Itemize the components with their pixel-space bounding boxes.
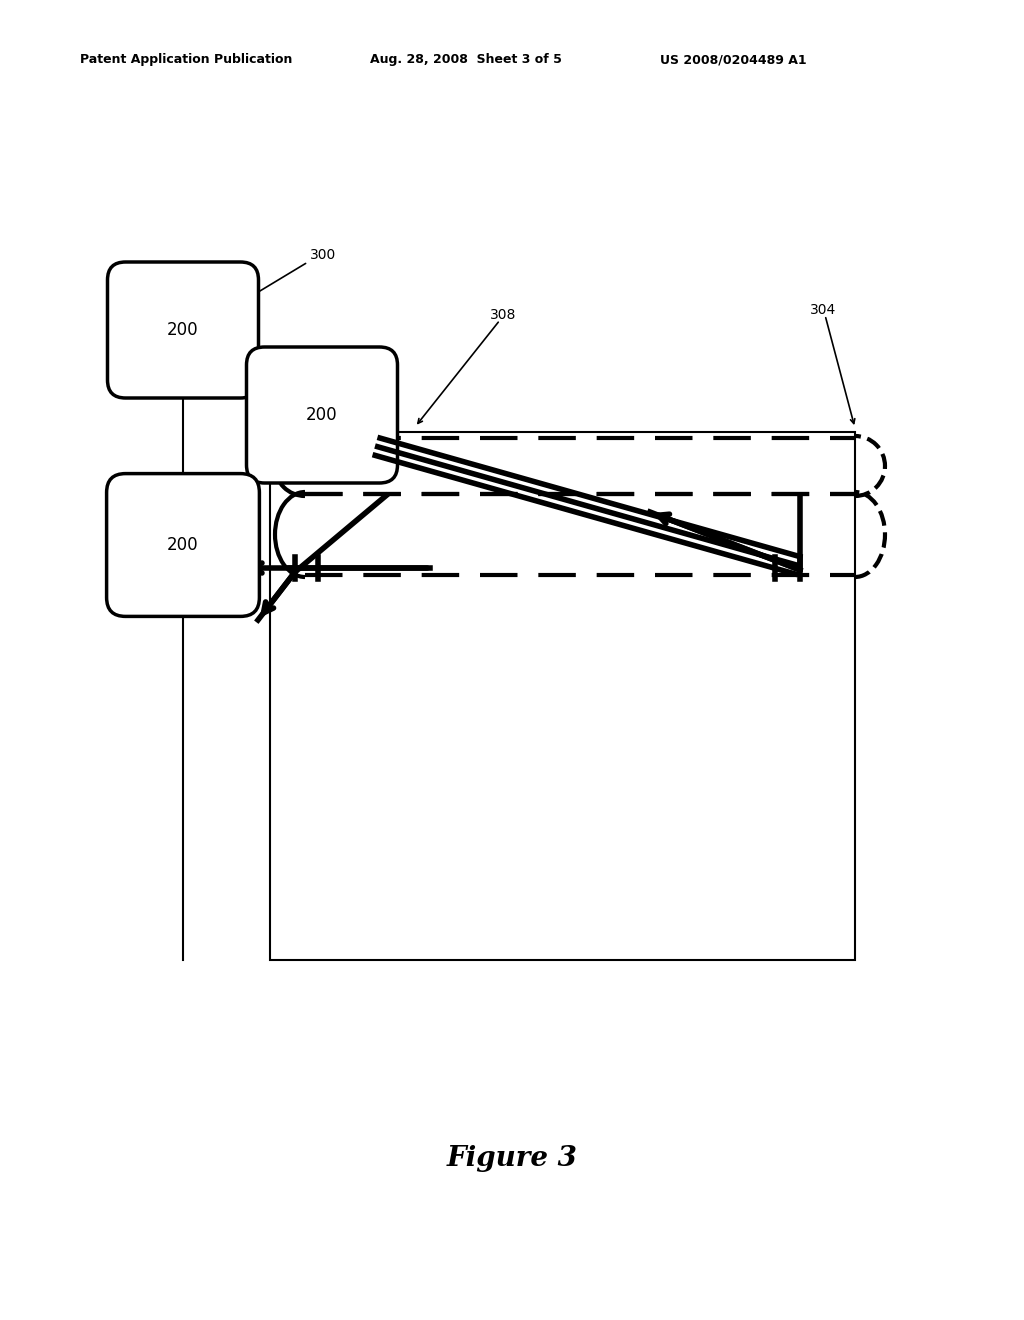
Text: 200: 200 [167,536,199,554]
Text: 300: 300 [310,248,336,261]
Text: Patent Application Publication: Patent Application Publication [80,54,293,66]
Text: Figure 3: Figure 3 [446,1144,578,1172]
FancyBboxPatch shape [108,261,258,399]
Text: 200: 200 [167,321,199,339]
Bar [270,432,855,960]
FancyBboxPatch shape [106,474,259,616]
Text: 200: 200 [306,407,338,424]
Text: 304: 304 [810,304,837,317]
Text: US 2008/0204489 A1: US 2008/0204489 A1 [660,54,807,66]
FancyBboxPatch shape [247,347,397,483]
Text: Aug. 28, 2008  Sheet 3 of 5: Aug. 28, 2008 Sheet 3 of 5 [370,54,562,66]
Text: 308: 308 [490,308,516,322]
